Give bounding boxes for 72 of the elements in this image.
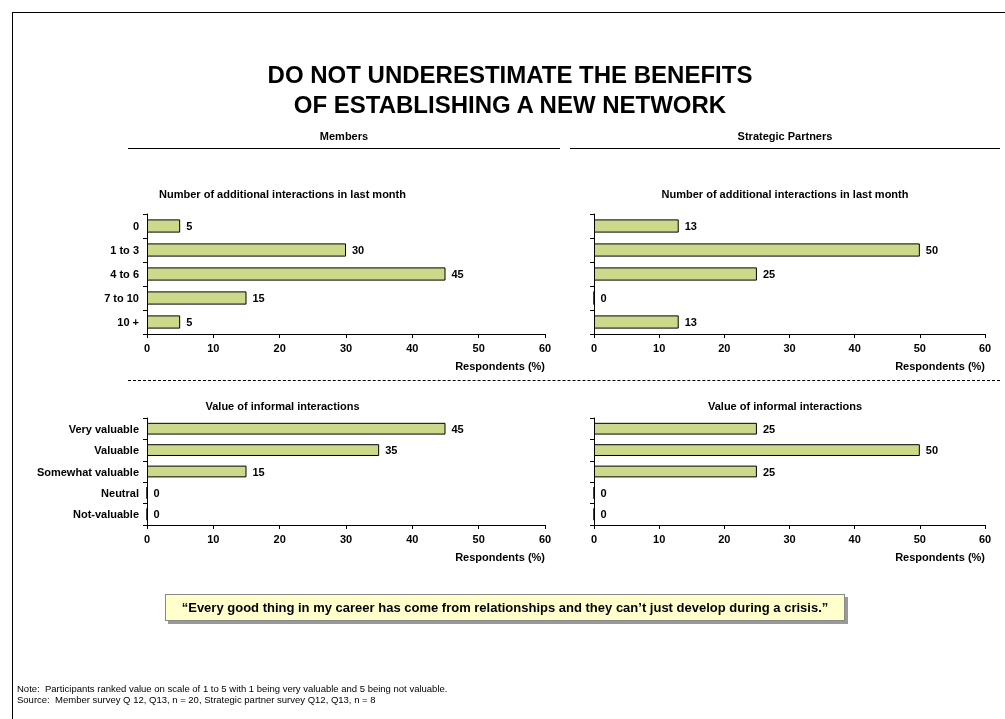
y-tick-label: 0 — [132, 220, 139, 232]
x-tick-label: 30 — [783, 532, 796, 545]
x-tick-label: 30 — [339, 532, 353, 545]
chart-title: Value of informal interactions — [707, 399, 863, 412]
data-label: 15 — [252, 292, 265, 304]
data-label: 25 — [762, 465, 776, 478]
data-label: 50 — [925, 244, 939, 256]
chart-title: Number of additional interactions in last month — [159, 187, 407, 200]
data-label: 0 — [153, 508, 160, 521]
x-axis-title: Respondents (%) — [895, 359, 986, 372]
y-tick-label: 7 to 10 — [104, 292, 139, 304]
y-tick-label: Valuable — [94, 444, 139, 457]
x-tick-label: 50 — [913, 532, 926, 545]
x-tick-label: 40 — [406, 532, 419, 545]
data-label: 30 — [352, 244, 365, 256]
x-tick-label: 60 — [538, 341, 552, 354]
x-tick-label: 0 — [143, 532, 151, 545]
data-label: 5 — [186, 316, 193, 328]
x-tick-label: 10 — [653, 532, 666, 545]
data-label: 0 — [600, 486, 607, 499]
y-tick-label: Neutral — [101, 486, 139, 499]
x-tick-label: 60 — [978, 532, 992, 545]
data-label: 45 — [451, 268, 464, 280]
x-tick-label: 30 — [783, 341, 796, 354]
data-label: 13 — [684, 220, 697, 232]
chart-title: Number of additional interactions in last month — [661, 187, 909, 200]
x-tick-label: 40 — [848, 341, 861, 354]
data-label: 50 — [925, 444, 939, 457]
text: Note: Participants ranked value on scale of 1 to 5 with 1 being very valuable and 5 being not valuable. — [17, 683, 448, 694]
source-note: Source: Member survey Q 12, Q13, n = 20, Strategic partner survey Q12, Q13, n = 8 — [17, 694, 377, 705]
data-label: 0 — [600, 292, 607, 304]
y-tick-label: Not-valuable — [72, 508, 139, 521]
data-label: 0 — [153, 486, 160, 499]
data-label: 35 — [385, 444, 398, 457]
data-label: 15 — [252, 465, 265, 478]
y-tick-label: 1 to 3 — [110, 244, 139, 256]
x-tick-label: 30 — [339, 341, 353, 354]
y-tick-label: Somewhat valuable — [36, 465, 139, 478]
x-axis-title: Respondents (%) — [455, 359, 546, 372]
y-tick-label: Very valuable — [68, 422, 139, 435]
x-tick-label: 50 — [472, 341, 485, 354]
data-label: 25 — [762, 268, 776, 280]
x-tick-label: 10 — [207, 532, 220, 545]
chart-subtitle: Members — [128, 130, 560, 149]
x-axis-title: Respondents (%) — [455, 550, 546, 563]
data-label: 45 — [451, 422, 464, 435]
data-label: 13 — [684, 316, 697, 328]
x-tick-label: 10 — [653, 341, 666, 354]
y-tick-label: 10 + — [117, 316, 139, 328]
x-axis-title: Respondents (%) — [895, 550, 986, 563]
y-tick-label: 4 to 6 — [110, 268, 139, 280]
x-tick-label: 60 — [978, 341, 992, 354]
x-tick-label: 0 — [590, 532, 598, 545]
x-tick-label: 20 — [273, 341, 286, 354]
x-tick-label: 0 — [143, 341, 151, 354]
text: DO NOT UNDERESTIMATE THE BENEFITS OF ESTABLISHING A NEW NETWORK — [266, 60, 754, 120]
data-label: 0 — [600, 508, 607, 521]
x-tick-label: 0 — [590, 341, 598, 354]
x-tick-label: 10 — [207, 341, 220, 354]
x-tick-label: 60 — [538, 532, 552, 545]
x-tick-label: 50 — [913, 341, 926, 354]
text: “Every good thing in my career has come from relationships and they can’t just develop during a crisis.” — [165, 594, 845, 621]
data-label: 5 — [186, 220, 193, 232]
x-tick-label: 40 — [406, 341, 419, 354]
chart-title: Value of informal interactions — [205, 399, 360, 412]
x-tick-label: 20 — [273, 532, 286, 545]
chart-subtitle: Strategic Partners — [570, 130, 1000, 149]
x-tick-label: 20 — [718, 532, 731, 545]
x-tick-label: 40 — [848, 532, 861, 545]
x-tick-label: 50 — [472, 532, 485, 545]
data-label: 25 — [762, 422, 776, 435]
x-tick-label: 20 — [718, 341, 731, 354]
